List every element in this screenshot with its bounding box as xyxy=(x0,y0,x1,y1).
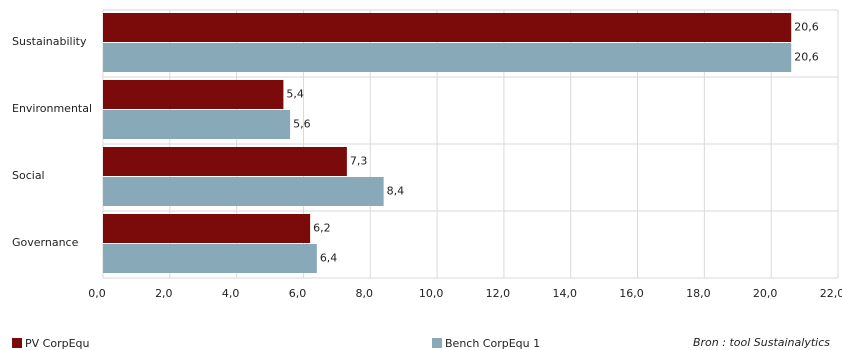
x-tick-label: 18,0 xyxy=(686,287,711,300)
value-label: 20,6 xyxy=(794,21,819,34)
bar xyxy=(103,43,792,72)
y-tick-label: Social xyxy=(12,169,45,182)
x-tick-label: 10,0 xyxy=(419,287,444,300)
x-tick-label: 22,0 xyxy=(820,287,842,300)
value-label: 6,2 xyxy=(313,222,331,235)
x-tick-label: 12,0 xyxy=(486,287,511,300)
value-label: 7,3 xyxy=(350,155,368,168)
bar xyxy=(103,80,284,109)
x-tick-label: 0,0 xyxy=(88,287,106,300)
value-label: 5,6 xyxy=(293,118,311,131)
source-note: Bron : tool Sustainalytics xyxy=(693,336,830,349)
bar xyxy=(103,244,317,273)
x-tick-label: 16,0 xyxy=(619,287,644,300)
y-tick-label: Sustainability xyxy=(12,35,87,48)
y-tick-label: Environmental xyxy=(12,102,92,115)
value-label: 20,6 xyxy=(794,51,819,64)
bar xyxy=(103,13,792,42)
legend-label: PV CorpEqu xyxy=(25,337,89,350)
value-label: 6,4 xyxy=(320,252,338,265)
x-tick-label: 6,0 xyxy=(289,287,307,300)
bar xyxy=(103,214,311,243)
legend-swatch xyxy=(12,338,22,348)
y-tick-label: Governance xyxy=(12,236,79,249)
x-tick-label: 14,0 xyxy=(552,287,577,300)
x-tick-label: 2,0 xyxy=(155,287,173,300)
legend-label: Bench CorpEqu 1 xyxy=(445,337,540,350)
x-tick-label: 8,0 xyxy=(356,287,374,300)
bar xyxy=(103,177,384,206)
x-tick-label: 20,0 xyxy=(753,287,778,300)
value-label: 5,4 xyxy=(286,88,304,101)
legend-swatch xyxy=(432,338,442,348)
bar xyxy=(103,147,347,176)
bar xyxy=(103,110,291,139)
x-tick-label: 4,0 xyxy=(222,287,240,300)
value-label: 8,4 xyxy=(387,185,405,198)
